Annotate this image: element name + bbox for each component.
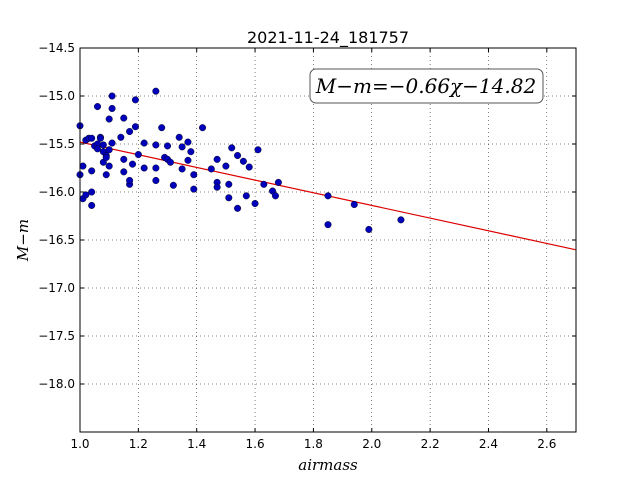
data-point (365, 225, 373, 233)
data-point (178, 143, 186, 151)
grid (79, 47, 576, 432)
data-point (108, 92, 116, 100)
x-tick-label: 2.6 (537, 437, 556, 451)
data-point (88, 201, 96, 209)
data-point (324, 192, 332, 200)
data-point (190, 185, 198, 193)
data-point (152, 164, 160, 172)
data-point (105, 115, 113, 123)
data-point (324, 221, 332, 229)
x-tick-label: 2.0 (362, 437, 381, 451)
data-point (397, 216, 405, 224)
data-point (152, 141, 160, 149)
data-point (94, 145, 102, 153)
data-point (105, 162, 113, 170)
data-point (234, 204, 242, 212)
data-point (225, 180, 233, 188)
data-point (260, 180, 268, 188)
data-point (166, 158, 174, 166)
data-point (82, 191, 90, 199)
data-point (350, 200, 358, 208)
data-point (120, 168, 128, 176)
points-layer (76, 87, 405, 233)
x-tick-label: 1.0 (70, 437, 89, 451)
data-point (199, 124, 207, 132)
data-point (184, 138, 192, 146)
data-point (225, 194, 233, 202)
data-point (140, 164, 148, 172)
data-point (213, 183, 221, 191)
data-point (228, 144, 236, 152)
data-point (152, 87, 160, 95)
x-tick-label: 2.4 (479, 437, 498, 451)
y-tick-label: −17.5 (38, 329, 75, 343)
data-point (239, 157, 247, 165)
data-point (126, 128, 134, 136)
data-point (175, 133, 183, 141)
data-point (152, 176, 160, 184)
data-point (88, 188, 96, 196)
data-point (88, 134, 96, 142)
data-point (99, 141, 107, 149)
data-point (254, 146, 262, 154)
data-point (274, 178, 282, 186)
y-tick-label: −18.0 (38, 377, 75, 391)
x-tick-label: 1.2 (129, 437, 148, 451)
data-point (120, 114, 128, 122)
data-point (213, 155, 221, 163)
data-point (131, 96, 139, 104)
fit-equation: M−m=−0.66χ−14.82 (315, 74, 536, 98)
data-point (178, 165, 186, 173)
data-point (245, 163, 253, 171)
x-tick-label: 1.4 (187, 437, 206, 451)
data-point (184, 156, 192, 164)
data-point (120, 155, 128, 163)
data-point (96, 134, 104, 142)
data-point (102, 153, 110, 161)
data-point (234, 152, 242, 160)
data-point (108, 104, 116, 112)
y-tick-label: −16.0 (38, 185, 75, 199)
data-point (271, 192, 279, 200)
data-point (129, 160, 137, 168)
data-point (207, 165, 215, 173)
ticks: 1.0 1.2 1.4 1.6 1.8 2.0 2.2 2.4 2.6 −14.5 −15.0 −15… (38, 41, 576, 451)
y-tick-label: −16.5 (38, 233, 75, 247)
data-point (105, 146, 113, 154)
data-point (134, 151, 142, 159)
data-point (222, 162, 230, 170)
data-point (140, 139, 148, 147)
x-tick-label: 2.2 (421, 437, 440, 451)
fit-annotation: M−m=−0.66χ−14.82 (309, 68, 544, 104)
data-point (94, 103, 102, 111)
chart-title: 2021-11-24_181757 (247, 28, 409, 48)
y-tick-label: −15.0 (38, 89, 75, 103)
data-point (169, 181, 177, 189)
data-point (158, 124, 166, 132)
x-tick-label: 1.6 (246, 437, 265, 451)
x-tick-label: 1.8 (304, 437, 323, 451)
data-point (108, 139, 116, 147)
data-point (190, 171, 198, 179)
data-point (251, 200, 259, 208)
x-axis-label: airmass (298, 456, 358, 474)
data-point (187, 148, 195, 156)
data-point (102, 171, 110, 179)
data-point (131, 123, 139, 131)
data-point (164, 142, 172, 150)
data-point (79, 162, 87, 170)
data-point (88, 167, 96, 175)
data-point (117, 133, 125, 141)
y-tick-label: −14.5 (38, 41, 75, 55)
y-tick-label: −15.5 (38, 137, 75, 151)
annotation-box (309, 68, 544, 104)
data-point (242, 192, 250, 200)
y-tick-label: −17.0 (38, 281, 75, 295)
y-axis-label: M−m (14, 219, 32, 262)
data-point (126, 176, 134, 184)
